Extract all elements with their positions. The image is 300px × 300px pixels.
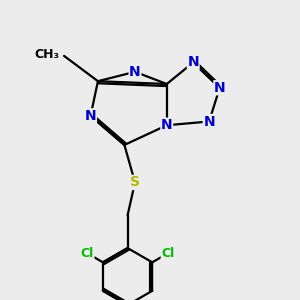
Text: Cl: Cl	[161, 247, 175, 260]
Text: N: N	[129, 65, 141, 79]
Text: Cl: Cl	[81, 247, 94, 260]
Text: N: N	[161, 118, 172, 132]
Text: N: N	[203, 115, 215, 128]
Text: N: N	[188, 56, 199, 69]
Text: S: S	[130, 176, 140, 189]
Text: N: N	[214, 81, 226, 95]
Text: CH₃: CH₃	[34, 48, 60, 61]
Text: N: N	[85, 109, 96, 123]
